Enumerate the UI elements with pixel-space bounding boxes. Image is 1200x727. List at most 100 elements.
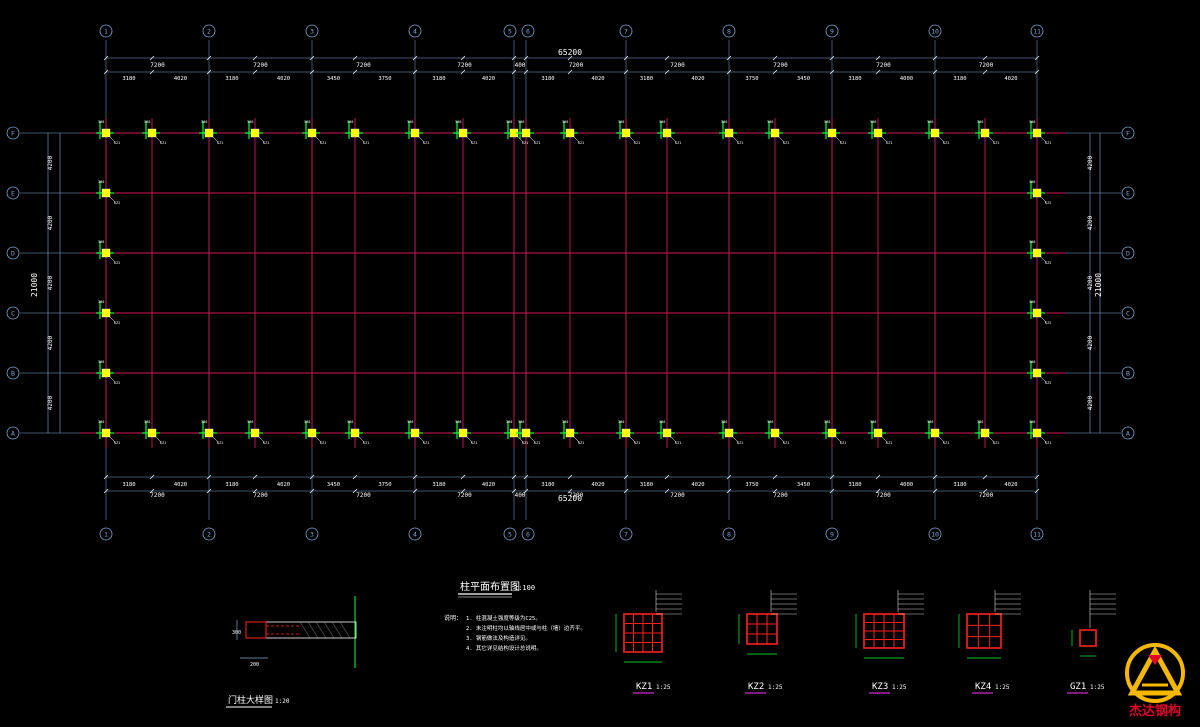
svg-text:KZ1: KZ1 <box>737 141 743 145</box>
axis-number-bubble: 11 <box>1033 531 1041 539</box>
sub-dim-top: 3180 <box>953 76 966 82</box>
axis-number-bubble: 10 <box>931 531 939 539</box>
svg-text:300: 300 <box>618 120 624 124</box>
svg-text:300: 300 <box>870 120 876 124</box>
sub-dim-top: 3180 <box>432 76 445 82</box>
column-marker: 300 KZ1 <box>142 420 166 445</box>
svg-text:300: 300 <box>98 420 104 424</box>
svg-text:KZ1: KZ1 <box>534 441 540 445</box>
bay-dim-bottom: 7200 <box>356 492 371 499</box>
svg-text:KZ1: KZ1 <box>320 441 326 445</box>
svg-text:300: 300 <box>98 120 104 124</box>
svg-text:KZ1: KZ1 <box>1045 441 1051 445</box>
column-marker: 300 KZ1 <box>453 120 477 145</box>
axis-letter-bubble: B <box>11 370 15 378</box>
sub-dim-top: 3750 <box>745 76 758 82</box>
sub-dim-bottom: 3180 <box>640 482 653 488</box>
svg-text:KZ1: KZ1 <box>578 441 584 445</box>
top-total-dim: 65200 <box>558 48 582 57</box>
sub-dim-bottom: 4020 <box>1004 482 1017 488</box>
axis-letter-bubble: F <box>11 130 15 138</box>
door-detail-scale: 1:20 <box>275 698 290 705</box>
svg-text:300: 300 <box>1029 120 1035 124</box>
column-marker: 300 KZ1 <box>719 420 743 445</box>
svg-text:KZ1: KZ1 <box>263 141 269 145</box>
axis-number-bubble: 8 <box>727 531 731 539</box>
svg-text:300: 300 <box>144 420 150 424</box>
svg-text:300: 300 <box>977 420 983 424</box>
axis-letter-bubble: E <box>1126 190 1130 198</box>
axis-number-bubble: 4 <box>413 531 417 539</box>
column-marker: 300 KZ1 <box>868 420 892 445</box>
note-2: 2. 未注明柱均以轴线居中或与柱（墙）边齐平。 <box>466 624 586 632</box>
svg-text:KZ1: KZ1 <box>634 141 640 145</box>
column-detail: KZ2 1:25 <box>738 590 797 694</box>
bottom-total-dim: 65200 <box>558 494 582 503</box>
svg-text:300: 300 <box>232 630 241 636</box>
column-marker: 300 KZ2 <box>1027 180 1051 205</box>
svg-text:KZ1: KZ1 <box>471 441 477 445</box>
svg-text:300: 300 <box>562 420 568 424</box>
column-marker: 300 KZ2 <box>96 180 120 205</box>
sub-dim-bottom: 3180 <box>432 482 445 488</box>
axis-number-bubble: 6 <box>526 531 530 539</box>
column-detail: KZ3 1:25 <box>855 590 924 694</box>
axis-letter-bubble: C <box>1126 310 1130 318</box>
svg-text:KZ2: KZ2 <box>114 261 120 265</box>
svg-text:300: 300 <box>927 120 933 124</box>
bay-dim-top: 7200 <box>150 62 165 69</box>
svg-text:300: 300 <box>347 120 353 124</box>
svg-text:300: 300 <box>927 420 933 424</box>
axis-number-bubble: 7 <box>624 28 628 36</box>
svg-text:KZ2: KZ2 <box>114 201 120 205</box>
column-marker: 300 KZ1 <box>405 120 429 145</box>
sub-dim-bottom: 3180 <box>953 482 966 488</box>
side-dim-right: 4200 <box>1087 215 1094 230</box>
note-1: 1. 柱混凝土强度等级为C25。 <box>466 614 541 622</box>
column-details: KZ1 1:25 KZ2 1:25 KZ3 1:25 KZ4 1:25 GZ1 1:25 <box>615 590 1116 694</box>
svg-text:KZ1: KZ1 <box>993 441 999 445</box>
svg-text:KZ1: KZ1 <box>993 141 999 145</box>
column-detail: KZ1 1:25 <box>615 590 682 694</box>
svg-text:KZ1: KZ1 <box>578 141 584 145</box>
column-marker: 300 KZ1 <box>516 120 540 145</box>
side-dim-right: 4200 <box>1087 155 1094 170</box>
svg-text:300: 300 <box>767 420 773 424</box>
column-marker: 300 KZ1 <box>96 420 120 445</box>
note-3: 3. 钢筋做法及构造详见。 <box>466 634 531 642</box>
svg-text:KZ1: KZ1 <box>114 441 120 445</box>
bay-dim-bottom: 400 <box>515 492 526 499</box>
svg-text:300: 300 <box>201 120 207 124</box>
svg-text:KZ1: KZ1 <box>1045 141 1051 145</box>
sub-dim-top: 4020 <box>1004 76 1017 82</box>
column-marker: 300 KZ1 <box>453 420 477 445</box>
sub-dim-bottom: 3450 <box>327 482 340 488</box>
axis-number-bubble: 9 <box>830 531 834 539</box>
bay-dim-top: 7200 <box>569 62 584 69</box>
svg-text:KZ1: KZ1 <box>783 141 789 145</box>
svg-text:300: 300 <box>98 180 104 184</box>
axis-letter-bubble: B <box>1126 370 1130 378</box>
axis-number-bubble: 8 <box>727 28 731 36</box>
sub-dim-bottom: 4020 <box>277 482 290 488</box>
svg-text:KZ1: KZ1 <box>943 141 949 145</box>
sub-dim-top: 3180 <box>640 76 653 82</box>
svg-text:KZ2: KZ2 <box>1045 201 1051 205</box>
column-marker: 300 KZ1 <box>405 420 429 445</box>
svg-text:300: 300 <box>98 360 104 364</box>
sub-dim-top: 3180 <box>541 76 554 82</box>
svg-text:300: 300 <box>659 120 665 124</box>
axis-number-bubble: 5 <box>508 531 512 539</box>
svg-text:300: 300 <box>455 420 461 424</box>
sub-dim-top: 4020 <box>277 76 290 82</box>
column-marker: 300 KZ1 <box>657 120 681 145</box>
sub-dim-bottom: 4020 <box>482 482 495 488</box>
svg-text:300: 300 <box>870 420 876 424</box>
bay-dim-top: 7200 <box>876 62 891 69</box>
axis-number-bubble: 7 <box>624 531 628 539</box>
column-marker: 300 KZ1 <box>560 420 584 445</box>
notes: 说明： 1. 柱混凝土强度等级为C25。 2. 未注明柱均以轴线居中或与柱（墙）… <box>444 614 586 652</box>
svg-text:300: 300 <box>618 420 624 424</box>
column-detail: KZ4 1:25 <box>958 590 1021 694</box>
